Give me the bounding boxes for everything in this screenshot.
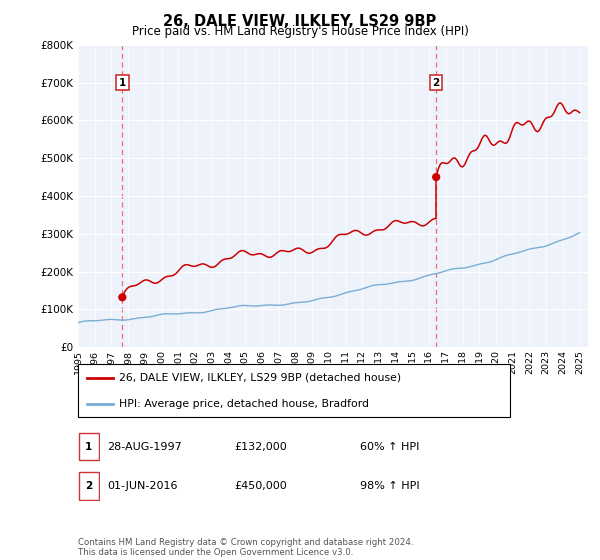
Text: 1: 1	[85, 442, 92, 451]
Text: 26, DALE VIEW, ILKLEY, LS29 9BP: 26, DALE VIEW, ILKLEY, LS29 9BP	[163, 14, 437, 29]
Point	[118, 293, 127, 302]
Text: HPI: Average price, detached house, Bradford: HPI: Average price, detached house, Brad…	[119, 399, 369, 409]
Text: Contains HM Land Registry data © Crown copyright and database right 2024.
This d: Contains HM Land Registry data © Crown c…	[78, 538, 413, 557]
Text: £450,000: £450,000	[234, 481, 287, 491]
Text: 2: 2	[85, 481, 92, 491]
Text: 2: 2	[433, 78, 440, 87]
Text: 01-JUN-2016: 01-JUN-2016	[107, 481, 178, 491]
Text: 60% ↑ HPI: 60% ↑ HPI	[360, 442, 419, 451]
Text: 98% ↑ HPI: 98% ↑ HPI	[360, 481, 419, 491]
Text: 28-AUG-1997: 28-AUG-1997	[107, 442, 182, 451]
Text: 26, DALE VIEW, ILKLEY, LS29 9BP (detached house): 26, DALE VIEW, ILKLEY, LS29 9BP (detache…	[119, 373, 401, 383]
Point	[431, 172, 441, 181]
Text: £132,000: £132,000	[234, 442, 287, 451]
Text: 1: 1	[119, 78, 126, 87]
Text: Price paid vs. HM Land Registry's House Price Index (HPI): Price paid vs. HM Land Registry's House …	[131, 25, 469, 38]
